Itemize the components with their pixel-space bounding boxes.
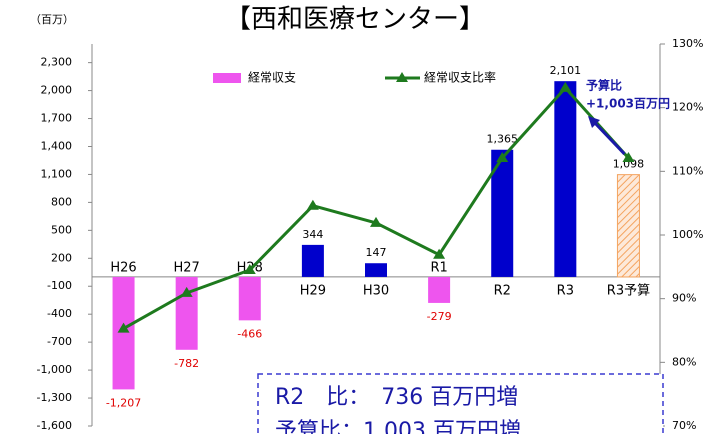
y-tick-label: -1,000 bbox=[37, 363, 72, 376]
line-marker bbox=[370, 216, 382, 227]
line-marker bbox=[243, 264, 256, 275]
arrow-head bbox=[588, 116, 600, 128]
value-label: 2,101 bbox=[550, 64, 582, 77]
x-tick-label: H26 bbox=[110, 260, 136, 275]
value-label: 147 bbox=[366, 246, 387, 259]
annotation: +1,003百万円 bbox=[586, 97, 670, 111]
x-tick-label: H27 bbox=[174, 260, 200, 275]
y-tick-label: -1,600 bbox=[37, 419, 72, 432]
line-marker bbox=[306, 199, 319, 210]
x-tick-label: R3予算 bbox=[607, 283, 650, 298]
annotation: 予算比 bbox=[586, 78, 622, 93]
y2-tick-label: 100% bbox=[672, 228, 703, 241]
line-marker bbox=[117, 322, 130, 333]
x-tick-label: R1 bbox=[430, 260, 447, 275]
note-text: R2 比： 736 百万円増 bbox=[275, 385, 518, 410]
x-tick-label: R3 bbox=[557, 283, 574, 298]
legend-label: 経常収支比率 bbox=[424, 70, 496, 85]
y-tick-label: 1,400 bbox=[41, 139, 73, 152]
y-tick-label: -1,300 bbox=[37, 391, 72, 404]
bar bbox=[301, 244, 324, 277]
bar bbox=[365, 263, 387, 277]
bar bbox=[112, 276, 135, 390]
line-marker bbox=[559, 81, 572, 92]
y-tick-label: 2,000 bbox=[41, 84, 73, 97]
chart-title: 【西和医療センター】 bbox=[225, 5, 485, 35]
y2-tick-label: 130% bbox=[672, 37, 703, 50]
value-label: 1,365 bbox=[486, 133, 518, 146]
value-label: -782 bbox=[174, 357, 199, 370]
bar bbox=[616, 174, 640, 278]
value-label: -1,207 bbox=[106, 396, 141, 409]
y-tick-label: -700 bbox=[47, 335, 72, 348]
line-marker bbox=[180, 286, 193, 297]
bar bbox=[491, 149, 514, 277]
value-label: -466 bbox=[237, 327, 262, 340]
y-tick-label: -100 bbox=[47, 279, 72, 292]
y2-tick-label: 80% bbox=[672, 355, 696, 368]
note-text: 予算比：1,003 百万円増 bbox=[275, 419, 521, 434]
y-tick-label: 1,700 bbox=[41, 112, 73, 125]
line-marker bbox=[622, 151, 635, 162]
y2-tick-label: 70% bbox=[672, 419, 696, 432]
value-label: 344 bbox=[302, 228, 323, 241]
x-tick-label: R2 bbox=[494, 283, 511, 298]
value-label: 1,098 bbox=[613, 158, 645, 171]
y-tick-label: 200 bbox=[51, 251, 72, 264]
value-label: -279 bbox=[427, 310, 452, 323]
y-unit-label: （百万） bbox=[30, 13, 74, 26]
y2-tick-label: 120% bbox=[672, 101, 703, 114]
y-tick-label: 800 bbox=[51, 195, 72, 208]
y2-tick-label: 90% bbox=[672, 292, 696, 305]
legend-label: 経常収支 bbox=[248, 71, 296, 85]
y-tick-label: 2,300 bbox=[41, 56, 73, 69]
note-box bbox=[257, 373, 664, 434]
x-tick-label: H29 bbox=[300, 283, 326, 298]
bar bbox=[428, 276, 451, 303]
legend-marker bbox=[396, 72, 408, 82]
y-tick-label: 500 bbox=[51, 223, 72, 236]
bar bbox=[238, 276, 261, 321]
line-marker bbox=[433, 248, 446, 259]
y-tick-label: 1,100 bbox=[41, 167, 73, 180]
y-tick-label: -400 bbox=[47, 307, 72, 320]
bar bbox=[554, 81, 577, 277]
line-marker bbox=[496, 151, 509, 162]
legend-swatch bbox=[213, 73, 241, 83]
arrow bbox=[592, 120, 626, 155]
y2-tick-label: 110% bbox=[672, 164, 703, 177]
x-tick-label: H30 bbox=[363, 283, 389, 298]
